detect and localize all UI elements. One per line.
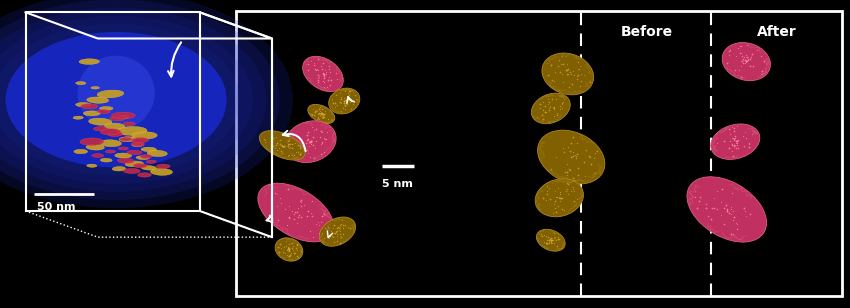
Ellipse shape [86,144,105,150]
Ellipse shape [303,56,343,91]
Ellipse shape [140,155,152,158]
Ellipse shape [141,147,156,152]
Ellipse shape [156,164,170,168]
Ellipse shape [100,129,121,135]
Ellipse shape [116,127,147,135]
Ellipse shape [88,118,112,125]
Ellipse shape [100,158,112,162]
Ellipse shape [329,88,360,114]
Text: 5 nm: 5 nm [382,179,413,189]
Ellipse shape [73,116,83,119]
Ellipse shape [117,158,134,163]
Ellipse shape [687,177,767,242]
Text: Before: Before [620,25,672,38]
Ellipse shape [6,32,227,168]
Ellipse shape [76,82,86,85]
Ellipse shape [83,111,100,116]
Ellipse shape [118,147,128,150]
Ellipse shape [107,132,122,136]
Ellipse shape [112,167,126,171]
Ellipse shape [115,153,132,158]
Ellipse shape [0,0,280,200]
Ellipse shape [147,150,167,156]
Ellipse shape [119,137,136,142]
Ellipse shape [97,90,124,98]
Ellipse shape [141,166,156,170]
Ellipse shape [259,131,305,160]
Ellipse shape [77,56,155,130]
Ellipse shape [111,112,135,119]
Ellipse shape [125,161,144,167]
Text: After: After [756,25,796,38]
Ellipse shape [117,115,129,119]
Ellipse shape [123,168,140,173]
Ellipse shape [133,164,147,168]
Ellipse shape [536,179,583,217]
Ellipse shape [79,59,99,64]
Ellipse shape [131,142,145,146]
Ellipse shape [711,124,760,160]
Ellipse shape [0,0,293,208]
Ellipse shape [722,43,770,81]
Ellipse shape [94,127,107,131]
Ellipse shape [87,164,97,167]
Ellipse shape [320,217,355,246]
Ellipse shape [105,123,125,129]
Ellipse shape [123,122,135,126]
Text: 50 nm: 50 nm [37,202,76,212]
Ellipse shape [258,183,334,242]
Ellipse shape [81,104,98,109]
Ellipse shape [132,132,157,139]
Ellipse shape [536,229,565,251]
Ellipse shape [537,130,605,184]
Ellipse shape [0,24,240,176]
Bar [236,11,842,296]
Ellipse shape [120,137,132,141]
Ellipse shape [308,104,335,124]
Ellipse shape [92,154,104,157]
Ellipse shape [91,87,99,89]
Ellipse shape [531,93,570,124]
Ellipse shape [74,149,88,154]
Ellipse shape [132,138,149,143]
Ellipse shape [99,140,122,147]
Ellipse shape [97,110,110,113]
Ellipse shape [0,16,253,184]
Ellipse shape [80,138,104,145]
Ellipse shape [105,150,116,153]
Ellipse shape [285,121,336,163]
Ellipse shape [138,173,151,177]
Ellipse shape [0,8,266,192]
Ellipse shape [76,103,91,107]
Ellipse shape [150,168,173,175]
Ellipse shape [146,160,156,163]
Ellipse shape [87,97,109,103]
Ellipse shape [136,156,150,160]
Ellipse shape [542,53,593,95]
Ellipse shape [110,116,125,121]
Ellipse shape [132,143,144,147]
Ellipse shape [99,107,113,110]
Ellipse shape [275,238,303,261]
Ellipse shape [127,150,142,155]
